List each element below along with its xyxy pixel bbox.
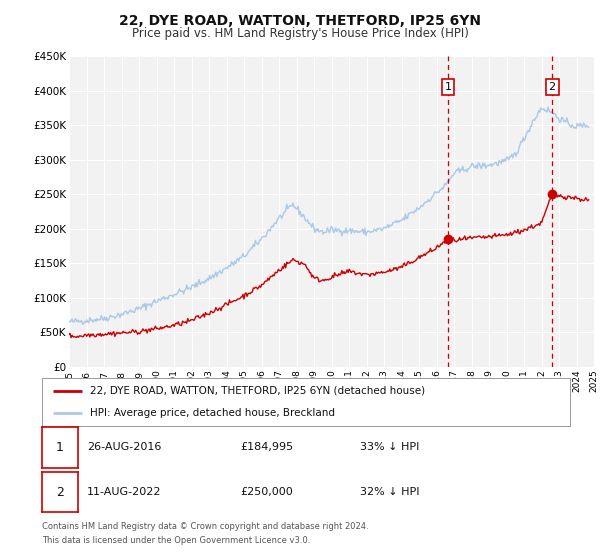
Text: 26-AUG-2016: 26-AUG-2016 xyxy=(87,442,161,452)
Text: Price paid vs. HM Land Registry's House Price Index (HPI): Price paid vs. HM Land Registry's House … xyxy=(131,27,469,40)
Text: 22, DYE ROAD, WATTON, THETFORD, IP25 6YN: 22, DYE ROAD, WATTON, THETFORD, IP25 6YN xyxy=(119,14,481,28)
Text: 33% ↓ HPI: 33% ↓ HPI xyxy=(360,442,419,452)
Text: 11-AUG-2022: 11-AUG-2022 xyxy=(87,487,161,497)
Text: 2: 2 xyxy=(548,82,556,92)
Text: 32% ↓ HPI: 32% ↓ HPI xyxy=(360,487,419,497)
Text: £250,000: £250,000 xyxy=(240,487,293,497)
Text: 1: 1 xyxy=(56,441,64,454)
Text: Contains HM Land Registry data © Crown copyright and database right 2024.: Contains HM Land Registry data © Crown c… xyxy=(42,522,368,531)
Text: £184,995: £184,995 xyxy=(240,442,293,452)
Text: This data is licensed under the Open Government Licence v3.0.: This data is licensed under the Open Gov… xyxy=(42,536,310,545)
Text: 2: 2 xyxy=(56,486,64,499)
Text: 22, DYE ROAD, WATTON, THETFORD, IP25 6YN (detached house): 22, DYE ROAD, WATTON, THETFORD, IP25 6YN… xyxy=(89,386,425,396)
Text: HPI: Average price, detached house, Breckland: HPI: Average price, detached house, Brec… xyxy=(89,408,335,418)
Text: 1: 1 xyxy=(445,82,451,92)
